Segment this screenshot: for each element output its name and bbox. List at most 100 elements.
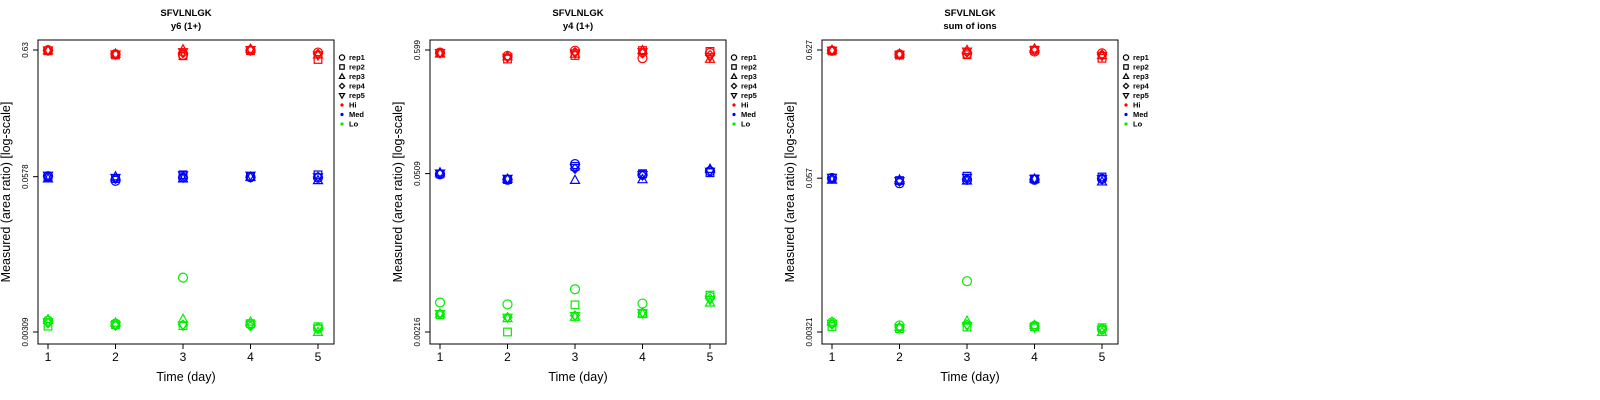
y-tick-label: 0.00321	[805, 317, 814, 346]
x-axis-label: Time (day)	[156, 370, 215, 384]
legend-marker-rep5	[730, 92, 738, 100]
data-point-lo-rep5	[501, 313, 514, 324]
data-point-hi-rep5	[704, 53, 716, 64]
data-point-med-rep5	[704, 167, 716, 178]
chart-title: SFVLNLGK	[552, 8, 603, 19]
legend-marker-med	[1124, 112, 1128, 117]
data-point-hi-rep5	[434, 48, 446, 59]
data-point-lo-rep5	[893, 324, 906, 335]
data-point-lo-rep3	[826, 315, 838, 326]
data-point-lo-rep3	[177, 313, 189, 323]
legend-label-rep2: rep2	[1133, 63, 1149, 72]
y-tick-label: 0.627	[805, 39, 814, 60]
chart-title: SFVLNLGK	[160, 8, 211, 19]
data-point-lo-rep3	[704, 296, 716, 307]
data-point-med-rep5	[109, 173, 122, 184]
data-point-lo-rep5	[569, 311, 581, 322]
x-tick-label: 2	[112, 350, 119, 364]
legend-marker-rep3	[1122, 72, 1130, 80]
x-tick-label: 5	[1099, 350, 1106, 364]
legend-label-rep5: rep5	[741, 91, 757, 100]
data-point-med-rep5	[636, 171, 649, 181]
legend-label-rep3: rep3	[1133, 72, 1149, 81]
data-point-lo-rep5	[177, 321, 189, 332]
data-point-hi-rep5	[961, 47, 973, 58]
x-tick-label: 1	[437, 350, 444, 364]
data-point-hi-rep5	[177, 48, 189, 59]
y-tick-label: 0.00216	[413, 317, 422, 346]
plot-frame	[429, 39, 727, 345]
data-point-lo-rep5	[434, 309, 446, 320]
legend-marker-rep4	[338, 82, 346, 90]
plot-frame	[37, 39, 335, 345]
data-point-hi-rep5	[312, 51, 324, 62]
legend-label-hi: Hi	[1133, 101, 1141, 110]
x-tick-label: 4	[247, 350, 254, 364]
data-point-med-rep1	[110, 175, 121, 186]
legend-marker-rep5	[338, 92, 346, 100]
legend-marker-hi	[1124, 103, 1128, 107]
y-axis-label: Measured (area ratio) [log-scale]	[0, 102, 13, 283]
legend-label-med: Med	[741, 110, 756, 119]
legend-label-hi: Hi	[349, 101, 357, 110]
legend-label-lo: Lo	[349, 120, 359, 129]
data-point-med-rep2	[178, 170, 188, 180]
legend-label-rep5: rep5	[1133, 91, 1149, 100]
y-tick-label: 0.0578	[21, 164, 30, 189]
data-point-med-rep5	[961, 173, 973, 184]
data-point-lo-rep1	[502, 299, 513, 310]
legend-label-rep2: rep2	[349, 63, 365, 72]
data-point-hi-rep5	[244, 46, 257, 56]
x-tick-label: 5	[707, 350, 714, 364]
legend-label-rep4: rep4	[349, 82, 366, 91]
data-point-med-rep5	[893, 177, 906, 188]
legend-marker-hi	[732, 103, 736, 107]
data-point-lo-rep4	[177, 319, 189, 330]
legend-marker-med	[732, 112, 736, 117]
x-tick-label: 1	[45, 350, 52, 364]
x-tick-label: 2	[504, 350, 511, 364]
legend-label-hi: Hi	[741, 101, 749, 110]
x-tick-label: 4	[639, 350, 646, 364]
legend-label-rep5: rep5	[349, 91, 365, 100]
data-point-lo-rep5	[109, 321, 122, 332]
legend-marker-rep3	[730, 72, 738, 80]
data-point-hi-rep3	[42, 44, 54, 55]
data-point-lo-rep5	[704, 295, 716, 306]
legend-marker-rep2	[339, 64, 345, 70]
data-point-hi-rep2	[313, 55, 323, 64]
panel-y6: SFVLNLGK y6 (1+) 1 2 3 4 5 Time (day) 0.00309 0.0…	[0, 8, 366, 384]
panel-y4: SFVLNLGK y4 (1+) 1 2 3 4 5 Time (day) 0.00216 0.0…	[391, 8, 758, 384]
legend-label-med: Med	[349, 110, 364, 119]
legend-label-rep4: rep4	[1133, 82, 1150, 91]
data-point-lo-rep1	[177, 272, 189, 283]
x-tick-label: 3	[964, 350, 971, 364]
chart-subtitle: y6 (1+)	[171, 21, 201, 32]
x-tick-label: 3	[180, 350, 187, 364]
data-point-med-rep5	[826, 173, 838, 184]
data-point-med-rep5	[434, 169, 446, 180]
data-point-hi-rep5	[501, 53, 514, 64]
legend-label-rep3: rep3	[349, 72, 365, 81]
data-point-lo-rep5	[1028, 323, 1041, 334]
data-point-lo-rep5	[312, 324, 324, 335]
data-point-med-rep5	[244, 171, 257, 182]
data-point-lo-rep1	[42, 315, 54, 326]
data-point-lo-rep1	[434, 297, 446, 308]
y-tick-label: 0.057	[805, 168, 814, 189]
data-point-lo-rep5	[961, 321, 973, 332]
data-point-lo-rep5	[42, 318, 54, 329]
y-tick-label: 0.0509	[413, 161, 422, 186]
legend-label-rep1: rep1	[1133, 53, 1149, 62]
data-point-med-rep3	[569, 174, 581, 184]
y-tick-label: 0.63	[21, 42, 30, 58]
legend-label-rep1: rep1	[349, 53, 365, 62]
data-point-lo-rep1	[569, 284, 581, 295]
data-point-lo-rep4	[704, 293, 716, 305]
data-point-lo-rep4	[312, 321, 324, 333]
legend-label-rep1: rep1	[741, 53, 757, 62]
legend-marker-rep3	[338, 72, 346, 80]
legend-marker-rep4	[730, 82, 738, 90]
